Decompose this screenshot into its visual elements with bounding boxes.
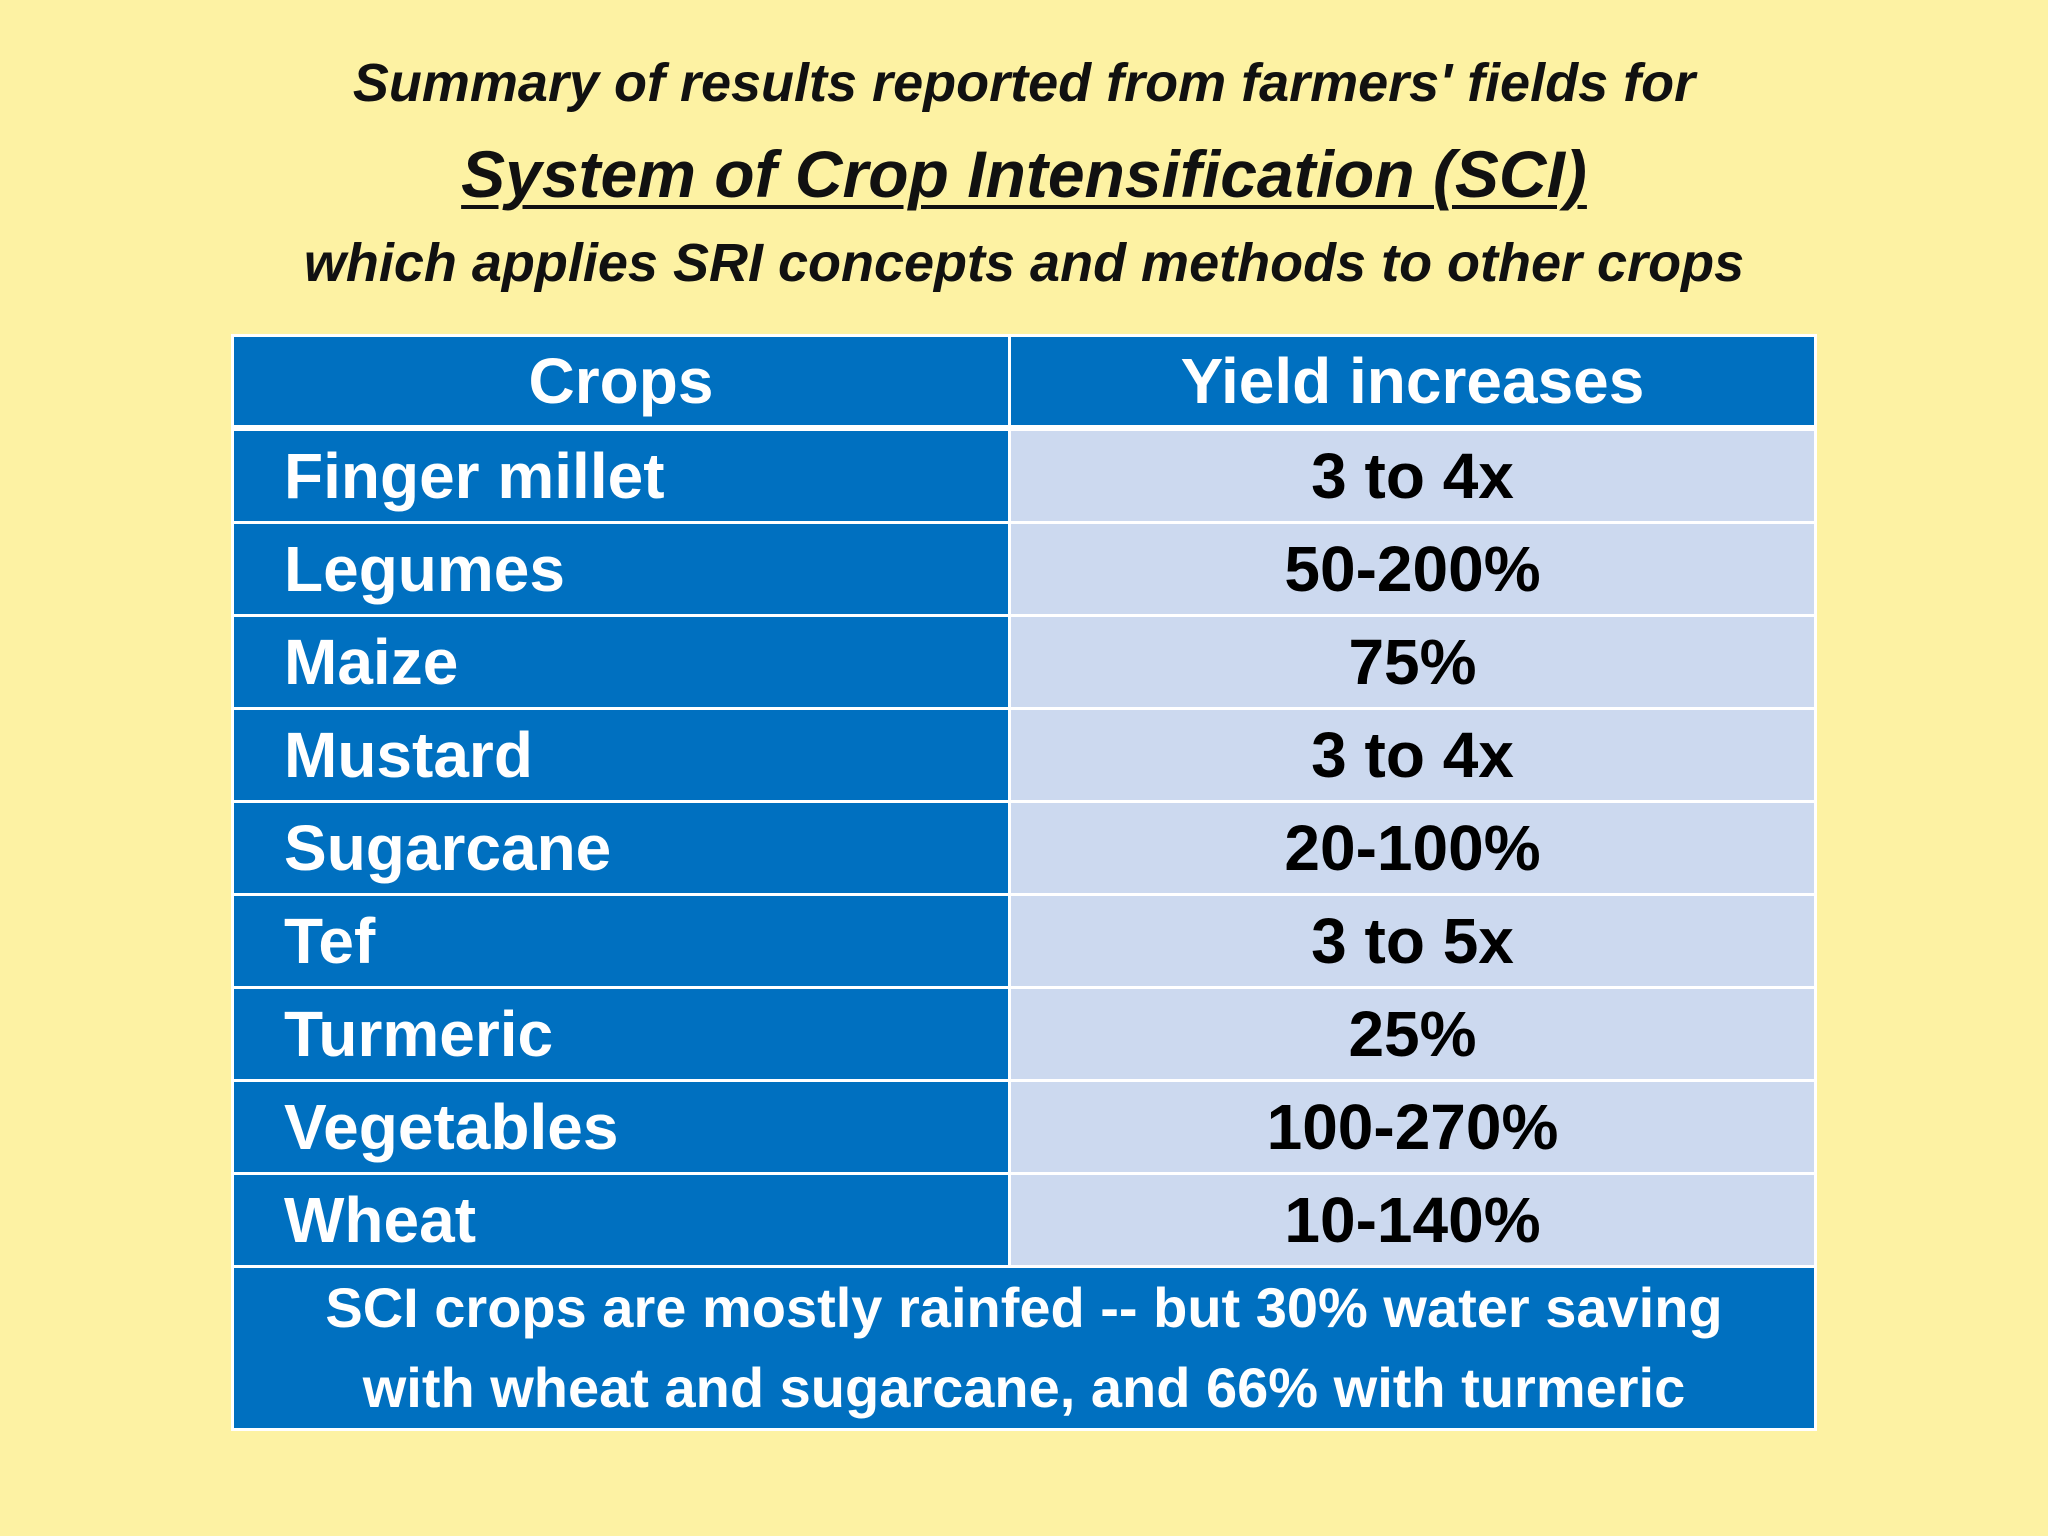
footer-row: SCI crops are mostly rainfed -- but 30% …	[231, 1265, 1817, 1431]
header-yield: Yield increases	[1008, 334, 1817, 431]
footer-note: SCI crops are mostly rainfed -- but 30% …	[231, 1265, 1817, 1431]
footer-line-2: with wheat and sugarcane, and 66% with t…	[362, 1356, 1686, 1419]
main-title: System of Crop Intensification (SCI)	[461, 137, 1587, 211]
table-row: Finger millet 3 to 4x	[231, 426, 1817, 524]
table-row: Turmeric 25%	[231, 986, 1817, 1082]
crop-cell: Finger millet	[231, 426, 1011, 524]
header-crops: Crops	[231, 334, 1011, 431]
table-row: Tef 3 to 5x	[231, 893, 1817, 989]
crop-cell: Vegetables	[231, 1079, 1011, 1175]
yield-cell: 20-100%	[1008, 800, 1817, 896]
yield-cell: 10-140%	[1008, 1172, 1817, 1268]
yield-cell: 100-270%	[1008, 1079, 1817, 1175]
yield-cell: 3 to 4x	[1008, 707, 1817, 803]
yield-cell: 3 to 5x	[1008, 893, 1817, 989]
table-row: Sugarcane 20-100%	[231, 800, 1817, 896]
title-line-3: which applies SRI concepts and methods t…	[303, 233, 1745, 293]
header-row: Crops Yield increases	[231, 334, 1817, 431]
crop-cell: Mustard	[231, 707, 1011, 803]
yield-cell: 50-200%	[1008, 521, 1817, 617]
crop-cell: Tef	[231, 893, 1011, 989]
crop-cell: Legumes	[231, 521, 1011, 617]
yield-cell: 3 to 4x	[1008, 426, 1817, 524]
table-row: Wheat 10-140%	[231, 1172, 1817, 1268]
title-line-2: System of Crop Intensification (SCI)	[0, 136, 2048, 212]
crop-cell: Maize	[231, 614, 1011, 710]
crop-cell: Wheat	[231, 1172, 1011, 1268]
table-row: Vegetables 100-270%	[231, 1079, 1817, 1175]
title-line-1: Summary of results reported from farmers…	[352, 53, 1696, 113]
footer-line-1: SCI crops are mostly rainfed -- but 30% …	[325, 1276, 1723, 1339]
crop-cell: Sugarcane	[231, 800, 1011, 896]
yield-cell: 75%	[1008, 614, 1817, 710]
table-row: Mustard 3 to 4x	[231, 707, 1817, 803]
yield-cell: 25%	[1008, 986, 1817, 1082]
table-row: Legumes 50-200%	[231, 521, 1817, 617]
table-row: Maize 75%	[231, 614, 1817, 710]
crop-cell: Turmeric	[231, 986, 1011, 1082]
yield-table: Crops Yield increases Finger millet 3 to …	[231, 334, 1817, 1431]
